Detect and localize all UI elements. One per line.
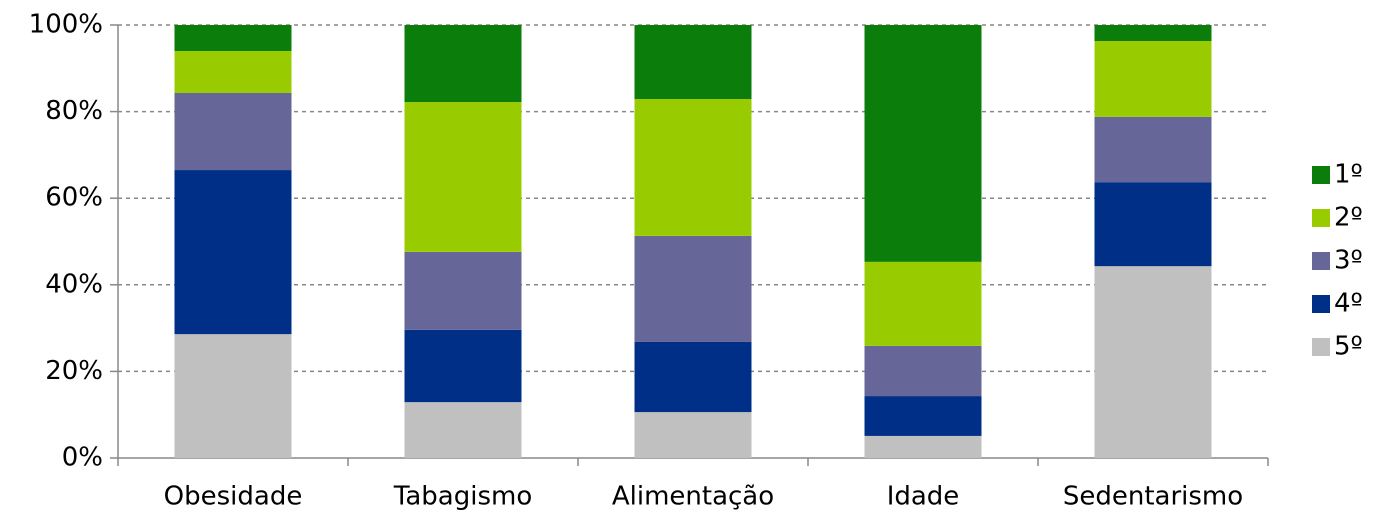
- y-tick-label: 80%: [45, 96, 103, 126]
- bar-segment: [1094, 25, 1212, 42]
- bar-segment: [174, 334, 292, 458]
- bar-segment: [404, 402, 522, 458]
- legend-swatch: [1312, 166, 1330, 184]
- bar-segment: [174, 170, 292, 335]
- legend-swatch: [1312, 338, 1330, 356]
- bar-segment: [864, 261, 982, 346]
- y-tick-label: 100%: [29, 10, 103, 40]
- bar-segment: [404, 102, 522, 252]
- bar-segment: [404, 329, 522, 403]
- bar-segment: [1094, 182, 1212, 267]
- bar-segment: [174, 50, 292, 93]
- bar-segment: [404, 251, 522, 330]
- bar-segment: [634, 99, 752, 236]
- bar-segment: [634, 25, 752, 100]
- x-tick-label: Tabagismo: [393, 482, 532, 512]
- y-tick-label: 20%: [45, 356, 103, 386]
- legend-label: 1º: [1334, 160, 1363, 190]
- bar-segment: [1094, 41, 1212, 117]
- legend-label: 3º: [1334, 246, 1363, 276]
- x-tick-label: Idade: [887, 482, 960, 512]
- x-tick-label: Alimentação: [612, 482, 774, 512]
- y-tick-label: 0%: [62, 443, 103, 473]
- legend-swatch: [1312, 295, 1330, 313]
- bar-segment: [634, 341, 752, 413]
- bar-segment: [1094, 266, 1212, 458]
- bar-segment: [174, 25, 292, 51]
- bar-segment: [864, 25, 982, 262]
- bar-segment: [634, 235, 752, 342]
- bar-segment: [634, 412, 752, 458]
- bar-segment: [174, 92, 292, 171]
- bar-segment: [864, 435, 982, 458]
- bar-segment: [864, 345, 982, 397]
- x-tick-label: Sedentarismo: [1063, 482, 1243, 512]
- legend-label: 5º: [1334, 332, 1363, 362]
- legend-label: 2º: [1334, 203, 1363, 233]
- y-tick-label: 40%: [45, 269, 103, 299]
- x-tick-label: Obesidade: [164, 482, 303, 512]
- legend-label: 4º: [1334, 289, 1363, 319]
- bar-segment: [864, 396, 982, 436]
- legend-swatch: [1312, 209, 1330, 227]
- bar-segment: [1094, 116, 1212, 183]
- bar-segment: [404, 25, 522, 103]
- legend-swatch: [1312, 252, 1330, 270]
- y-tick-label: 60%: [45, 183, 103, 213]
